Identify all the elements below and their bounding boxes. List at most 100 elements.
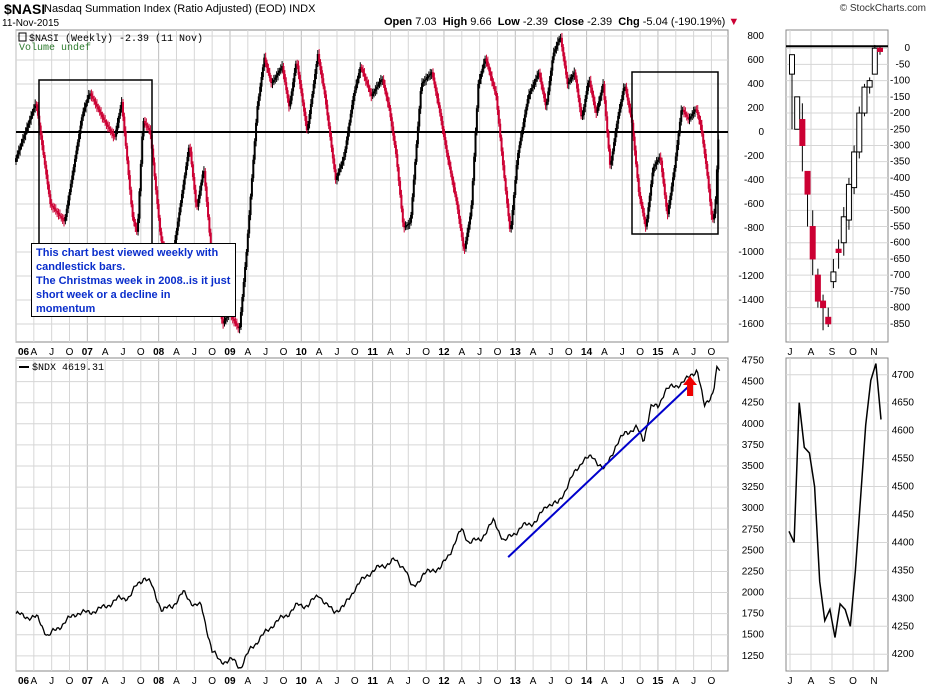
nasi-candle-body: [422, 81, 425, 84]
down-arrow-icon: ▼: [728, 16, 740, 28]
nasi-candle-body: [80, 117, 83, 126]
nasi-candle-body: [183, 175, 186, 185]
nasi-candle-body: [410, 214, 413, 223]
nasi-candle-body: [552, 52, 555, 61]
nasi-candle-body: [82, 111, 85, 118]
chart-description: Nasdaq Summation Index (Ratio Adjusted) …: [44, 3, 316, 15]
nasi-candle-body: [592, 94, 595, 102]
nasi-candle-body: [558, 38, 561, 43]
nasi-candle-body: [97, 106, 100, 110]
nasi-candle-body: [689, 116, 692, 119]
nasi-candle-body: [519, 137, 522, 146]
ndx-r-price-line: [788, 363, 882, 638]
nasi-candle-body: [411, 197, 414, 215]
nasi-candle-body: [241, 297, 244, 312]
nasi-candle-body: [596, 107, 599, 113]
nasi-candle-body: [684, 112, 687, 115]
nasi-candle-body: [541, 84, 544, 92]
ndx-ytick-label: 3500: [742, 461, 765, 472]
nasi-r-candles: [789, 44, 883, 331]
nasi-candle-body: [314, 74, 317, 84]
nasi-candle-body: [470, 205, 473, 217]
nasi-r-body: [871, 47, 878, 75]
nasi-candle-body: [672, 177, 675, 187]
ndx-xtick-label: J: [548, 676, 553, 687]
nasi-candle-body: [252, 159, 255, 179]
nasi-xtick-label: O: [708, 347, 716, 358]
nasi-candle-body: [68, 192, 71, 201]
nasi-r-body: [794, 96, 801, 130]
nasi-candle-body: [34, 104, 37, 109]
nasi-candle-body: [501, 151, 504, 166]
nasi-candle-body: [101, 114, 104, 118]
nasi-candle-body: [681, 109, 684, 111]
nasi-candle-body: [72, 167, 75, 176]
nasi-candle-body: [307, 124, 310, 131]
nasi-r-body: [814, 274, 821, 302]
nasi-candle-body: [134, 221, 137, 227]
nasi-xtick-label: O: [208, 347, 216, 358]
nasi-candle-body: [108, 126, 111, 130]
nasi-candle-body: [405, 225, 408, 227]
ndx-r-xtick-label: A: [808, 676, 815, 687]
nasi-r-ytick-label: -850: [890, 319, 910, 330]
nasi-ytick-label: 400: [747, 79, 764, 90]
ndx-xtick-label: J: [263, 676, 268, 687]
nasi-candle-body: [201, 174, 204, 183]
nasi-r-ytick-label: -50: [896, 59, 911, 70]
nasi-r-body: [830, 271, 837, 283]
ndx-r-ytick-label: 4600: [892, 426, 915, 437]
nasi-candle-body: [713, 213, 716, 220]
nasi-candle-body: [397, 167, 400, 181]
ndx-r-ytick-label: 4550: [892, 454, 915, 465]
low-value: -2.39: [522, 16, 548, 28]
low-label: Low: [497, 16, 520, 28]
ndx-ytick-label: 3750: [742, 440, 765, 451]
nasi-candle-body: [388, 102, 391, 108]
ndx-r-ytick-label: 4200: [892, 649, 915, 660]
nasi-xtick-label: O: [565, 347, 573, 358]
nasi-candle-body: [28, 119, 31, 124]
nasi-xtick-label: J: [192, 347, 197, 358]
nasi-candle-body: [462, 237, 465, 247]
ndx-ytick-label: 2500: [742, 545, 765, 556]
ndx-xtick-label: A: [30, 676, 37, 687]
nasi-candle-body: [492, 81, 495, 87]
nasi-candle-body: [105, 122, 108, 125]
nasi-candle-body: [145, 123, 148, 126]
nasi-candle-body: [554, 49, 557, 53]
nasi-candle-body: [477, 84, 480, 109]
close-label: Close: [554, 16, 585, 28]
nasi-candle-body: [437, 98, 440, 106]
nasi-ytick-label: -1200: [738, 271, 764, 282]
nasi-xtick-label: 08: [153, 347, 165, 358]
nasi-candle-body: [504, 178, 507, 191]
nasi-candle-body: [337, 172, 340, 177]
nasi-candle-body: [49, 194, 52, 204]
nasi-candle-body: [407, 223, 410, 225]
nasi-candle-body: [529, 91, 532, 95]
nasi-r-ytick-label: -650: [890, 254, 910, 265]
nasi-ytick-label: -1400: [738, 295, 764, 306]
nasi-candle-body: [636, 164, 639, 179]
nasi-candle-body: [98, 109, 101, 113]
nasi-candle-body: [710, 201, 713, 215]
nasi-candle-body: [244, 267, 247, 282]
nasi-candle-body: [182, 184, 185, 194]
nasi-r-ytick-label: -550: [890, 222, 910, 233]
red-up-arrow-icon: [683, 376, 698, 397]
ndx-xtick-label: J: [334, 676, 339, 687]
nasi-candle-body: [87, 94, 90, 100]
nasi-candle-body: [209, 232, 212, 248]
nasi-candle-body: [597, 101, 600, 108]
nasi-candle-body: [84, 103, 87, 108]
nasi-candle-body: [242, 282, 245, 297]
nasi-xtick-label: 15: [652, 347, 664, 358]
nasi-candle-body: [451, 173, 454, 181]
nasi-candle-body: [65, 208, 68, 218]
nasi-candle-body: [383, 84, 386, 91]
nasi-candle-body: [489, 71, 492, 77]
nasi-candle-body: [466, 232, 469, 241]
nasi-candle-body: [161, 241, 164, 245]
nasi-candle-body: [696, 109, 699, 115]
